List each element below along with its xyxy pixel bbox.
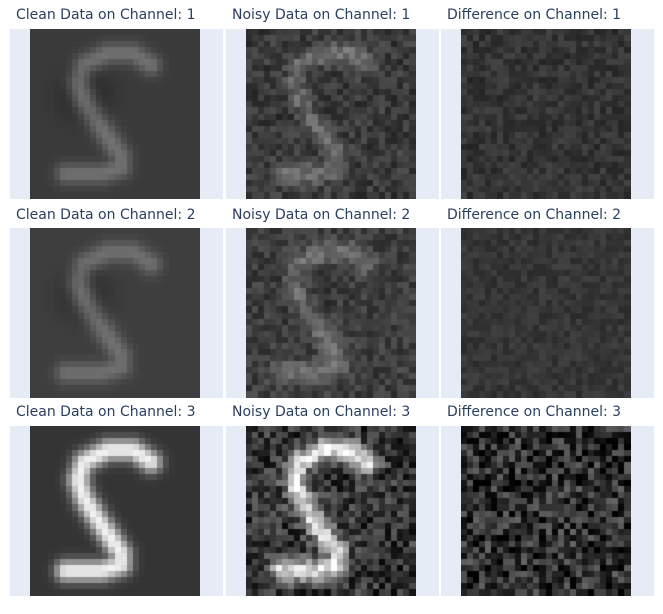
panel-title: Difference on Channel: 3: [447, 404, 622, 420]
image-panel-difference-2: [441, 228, 654, 398]
heatmap-image: [30, 29, 200, 199]
heatmap-image: [461, 426, 631, 596]
panel-title: Noisy Data on Channel: 3: [232, 404, 411, 420]
panel-title: Clean Data on Channel: 2: [16, 207, 196, 223]
image-panel-noisy-3: [226, 426, 439, 596]
panel-title: Difference on Channel: 1: [447, 7, 622, 23]
panel-title: Clean Data on Channel: 1: [16, 7, 196, 23]
heatmap-image: [246, 29, 416, 199]
panel-title: Clean Data on Channel: 3: [16, 404, 196, 420]
image-panel-noisy-2: [226, 228, 439, 398]
heatmap-image: [30, 426, 200, 596]
heatmap-image: [461, 29, 631, 199]
image-panel-noisy-1: [226, 29, 439, 199]
image-panel-clean-1: [10, 29, 223, 199]
image-panel-difference-1: [441, 29, 654, 199]
image-panel-difference-3: [441, 426, 654, 596]
panel-title: Noisy Data on Channel: 2: [232, 207, 411, 223]
image-panel-clean-2: [10, 228, 223, 398]
heatmap-image: [246, 228, 416, 398]
panel-title: Difference on Channel: 2: [447, 207, 622, 223]
panel-title: Noisy Data on Channel: 1: [232, 7, 411, 23]
heatmap-image: [30, 228, 200, 398]
heatmap-image: [461, 228, 631, 398]
image-panel-clean-3: [10, 426, 223, 596]
heatmap-image: [246, 426, 416, 596]
